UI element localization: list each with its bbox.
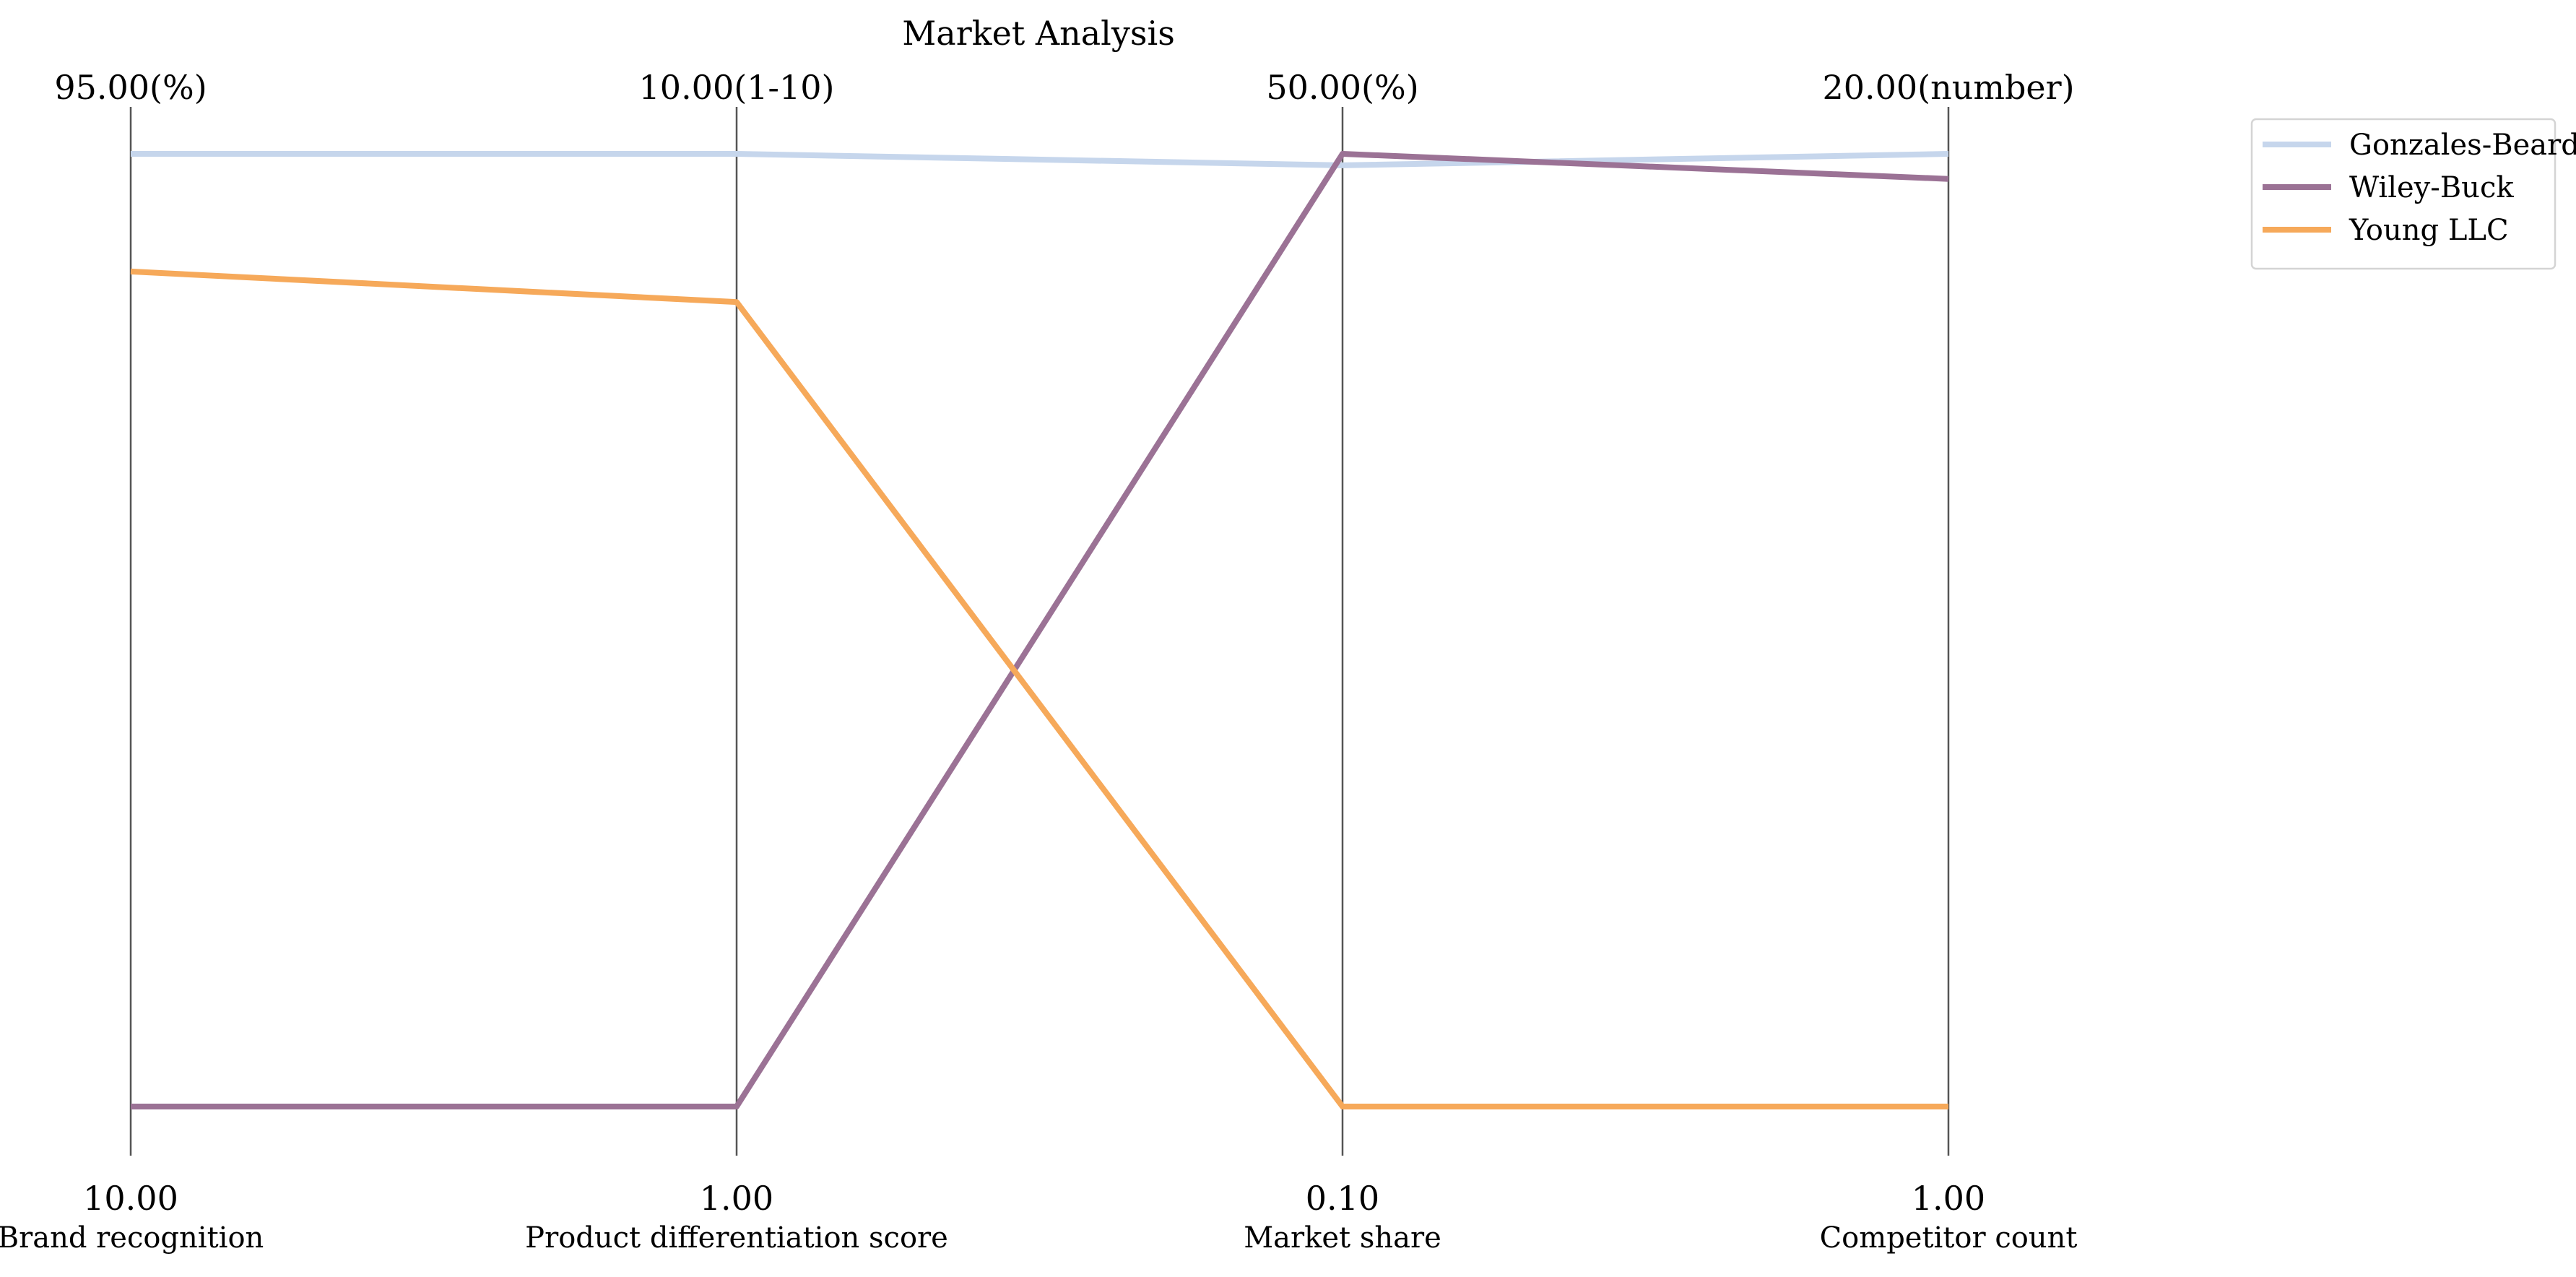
legend-label-young-llc: Young LLC (2349, 214, 2509, 247)
axis-max-label-brand-recognition: 95.00(%) (54, 68, 207, 107)
axis-name-product-differentiation-score: Product differentiation score (525, 1221, 948, 1255)
series-line-wiley-buck (131, 151, 1949, 1109)
axis-name-brand-recognition: Brand recognition (0, 1221, 264, 1255)
series-line-gonzales-beard (131, 151, 1949, 168)
axis-min-label-brand-recognition: 10.00 (83, 1179, 178, 1218)
axis-name-competitor-count: Competitor count (1820, 1221, 2078, 1255)
axis-min-label-market-share: 0.10 (1306, 1179, 1379, 1218)
axis-min-label-product-differentiation-score: 1.00 (700, 1179, 773, 1218)
axis-name-market-share: Market share (1244, 1221, 1441, 1255)
series-line-young-llc (130, 268, 1948, 1109)
legend-label-wiley-buck: Wiley-Buck (2349, 171, 2514, 204)
legend: Gonzales-Beard Wiley-Buck Young LLC (2250, 118, 2576, 270)
axis-max-label-product-differentiation-score: 10.00(1-10) (639, 68, 835, 107)
axis-max-label-competitor-count: 20.00(number) (1822, 68, 2074, 107)
series-layer (130, 151, 1949, 1109)
axis-min-label-competitor-count: 1.00 (1912, 1179, 1985, 1218)
chart-title: Market Analysis (902, 14, 1175, 53)
legend-label-gonzales-beard: Gonzales-Beard (2349, 129, 2576, 162)
axis-max-label-market-share: 50.00(%) (1266, 68, 1418, 107)
